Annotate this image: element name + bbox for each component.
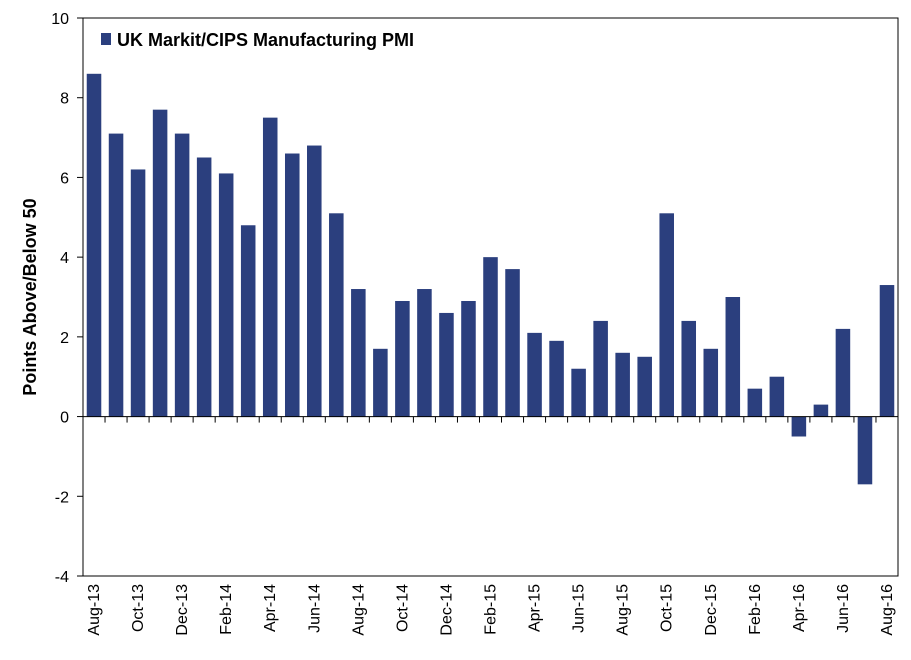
bar-Jan-16 bbox=[725, 297, 741, 417]
bar-Aug-14 bbox=[351, 289, 366, 417]
bar-Aug-15 bbox=[615, 352, 630, 417]
x-tick-label: Feb-16 bbox=[747, 584, 764, 635]
bar-Apr-16 bbox=[791, 416, 807, 437]
bar-May-14 bbox=[284, 153, 300, 417]
bar-Mar-14 bbox=[240, 225, 256, 417]
bar-Nov-15 bbox=[681, 320, 697, 417]
x-tick-label: Apr-16 bbox=[791, 584, 808, 632]
bar-Oct-15 bbox=[659, 213, 674, 417]
x-tick-label: Jun-14 bbox=[306, 584, 323, 633]
legend-label: UK Markit/CIPS Manufacturing PMI bbox=[117, 30, 414, 50]
bar-Feb-15 bbox=[483, 257, 498, 417]
y-tick-label: -4 bbox=[55, 569, 69, 586]
bar-Feb-16 bbox=[747, 388, 763, 417]
y-tick-label: 8 bbox=[60, 91, 69, 108]
bar-Sep-13 bbox=[108, 133, 124, 417]
y-tick-label: 6 bbox=[60, 170, 69, 187]
plot-frame bbox=[82, 17, 899, 577]
bar-Jun-16 bbox=[835, 328, 851, 417]
bar-Jun-14 bbox=[307, 145, 322, 417]
legend: UK Markit/CIPS Manufacturing PMI bbox=[101, 30, 414, 50]
x-tick-label: Dec-15 bbox=[703, 584, 720, 636]
x-tick-label: Dec-14 bbox=[438, 584, 455, 636]
y-tick-label: 4 bbox=[60, 250, 69, 267]
bar-Feb-14 bbox=[218, 173, 234, 417]
x-tick-label: Aug-14 bbox=[350, 584, 367, 636]
bar-Mar-15 bbox=[505, 269, 520, 417]
x-tick-label: Aug-16 bbox=[879, 584, 896, 636]
x-axis bbox=[82, 416, 899, 423]
bar-Jul-16 bbox=[857, 416, 873, 485]
legend-swatch bbox=[101, 33, 111, 45]
x-tick-label: Apr-15 bbox=[527, 584, 544, 632]
bar-May-16 bbox=[813, 404, 829, 417]
bar-Oct-13 bbox=[130, 169, 146, 417]
x-tick-label: Aug-15 bbox=[615, 584, 632, 636]
x-tick-label: Jun-15 bbox=[571, 584, 588, 633]
bar-Apr-15 bbox=[527, 332, 542, 417]
bar-Aug-13 bbox=[86, 73, 102, 417]
y-axis-title: Points Above/Below 50 bbox=[20, 198, 40, 395]
y-tick-label: 2 bbox=[60, 330, 69, 347]
bar-Aug-16 bbox=[879, 285, 895, 417]
bar-Dec-14 bbox=[439, 312, 454, 417]
x-tick-label: Oct-13 bbox=[130, 584, 147, 632]
bar-Dec-15 bbox=[703, 348, 719, 417]
x-tick-label: Oct-14 bbox=[394, 584, 411, 632]
bar-Oct-14 bbox=[395, 300, 410, 417]
bar-Mar-16 bbox=[769, 376, 785, 417]
x-tick-label: Apr-14 bbox=[262, 584, 279, 632]
bars bbox=[86, 73, 895, 485]
bar-Nov-13 bbox=[152, 109, 168, 417]
y-tick-label: -2 bbox=[55, 489, 69, 506]
bar-Jun-15 bbox=[571, 368, 586, 417]
x-tick-label: Aug-13 bbox=[86, 584, 103, 636]
bar-Sep-14 bbox=[373, 348, 388, 417]
bar-Jul-15 bbox=[593, 320, 608, 417]
bar-Jul-14 bbox=[329, 213, 344, 417]
x-tick-label: Oct-15 bbox=[659, 584, 676, 632]
bar-Sep-15 bbox=[637, 356, 652, 417]
y-tick-label: 10 bbox=[51, 11, 69, 28]
x-tick-labels: Aug-13 Oct-13 Dec-13 Feb-14 Apr-14 Jun-14 Aug-… bbox=[86, 584, 896, 636]
x-tick-label: Feb-15 bbox=[483, 584, 500, 635]
x-tick-label: Feb-14 bbox=[218, 584, 235, 635]
y-axis: -4 -2 0 2 4 6 8 10 bbox=[51, 11, 899, 586]
bar-Jan-14 bbox=[196, 157, 212, 417]
bar-Jan-15 bbox=[461, 300, 476, 417]
bar-Dec-13 bbox=[174, 133, 190, 417]
bar-May-15 bbox=[549, 340, 564, 417]
x-tick-label: Jun-16 bbox=[835, 584, 852, 633]
y-tick-label: 0 bbox=[60, 410, 69, 427]
bar-Nov-14 bbox=[417, 289, 432, 417]
bar-Apr-14 bbox=[262, 117, 278, 417]
x-tick-label: Dec-13 bbox=[174, 584, 191, 636]
